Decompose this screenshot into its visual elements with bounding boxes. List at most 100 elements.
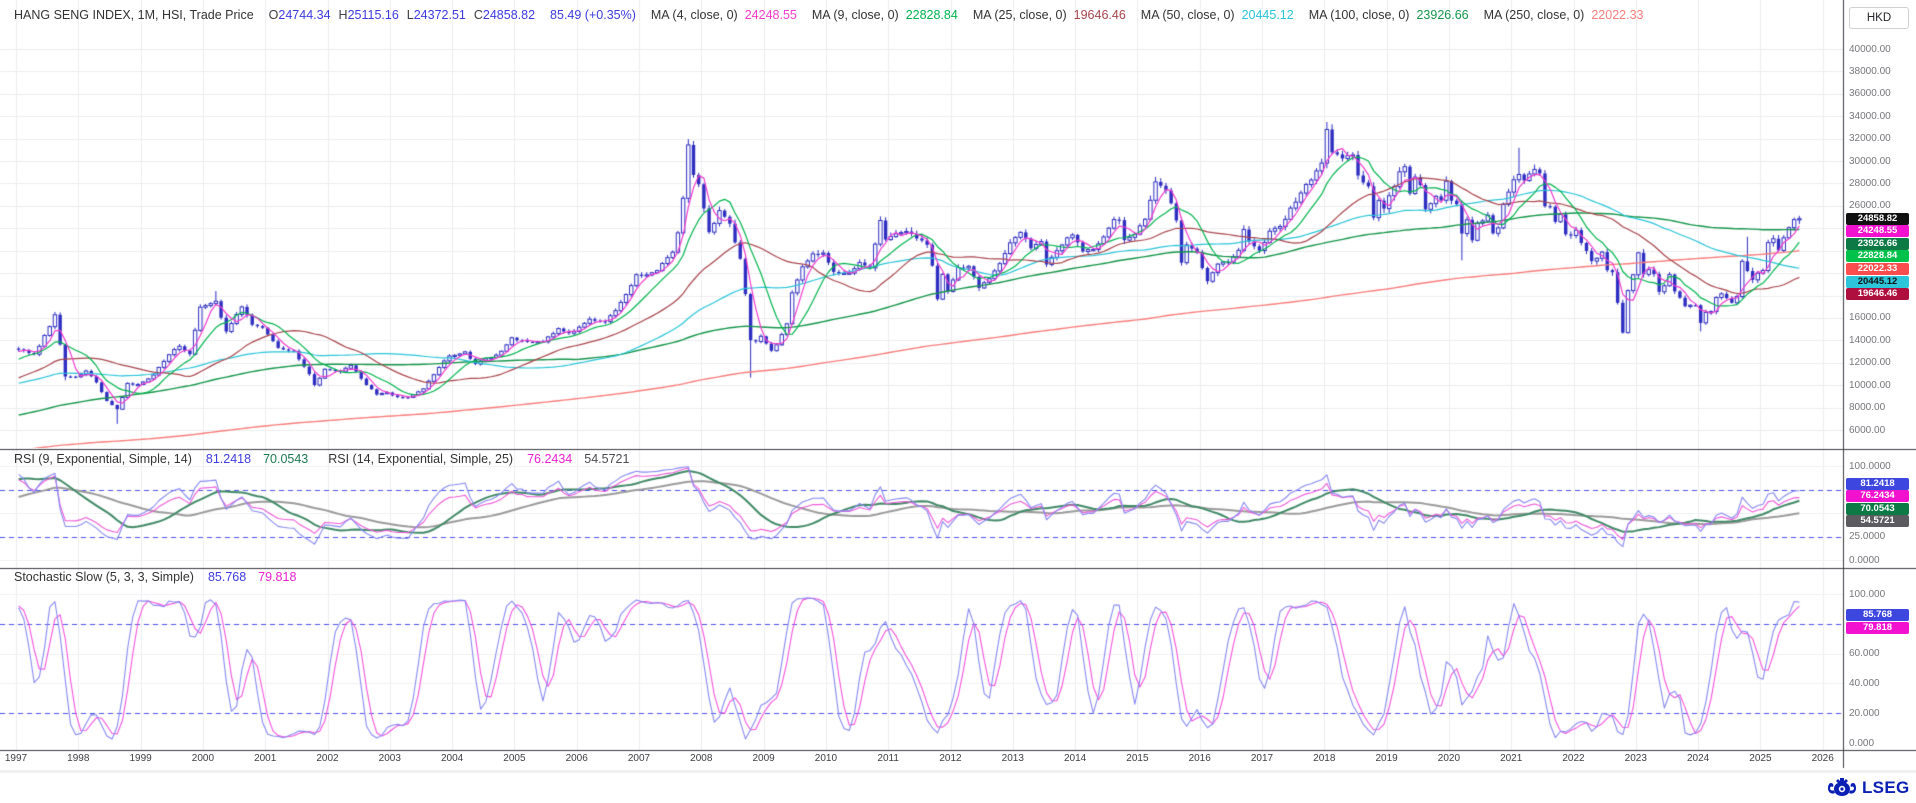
- price-tag: 22828.84: [1846, 250, 1909, 263]
- axis-tick-label: 34000.00: [1849, 110, 1891, 122]
- year-axis-label: 2000: [191, 753, 215, 764]
- ma-legend-item[interactable]: MA (100, close, 0) 23926.66: [1308, 8, 1469, 22]
- instrument-title: HANG SENG INDEX, 1M, HSI, Trade Price: [14, 8, 254, 22]
- rsi-title-2: RSI (14, Exponential, Simple, 25): [328, 452, 514, 466]
- axis-tick-label: 14000.00: [1849, 334, 1891, 346]
- indicator-value: 85.768: [207, 570, 247, 584]
- indicator-value: 76.2434: [527, 452, 573, 466]
- price-tag: 20445.12: [1846, 275, 1909, 288]
- ohlc-item: O24744.34: [268, 8, 331, 22]
- rsi-values-1: 81.2418 70.0543: [206, 452, 308, 466]
- year-axis-label: 2025: [1749, 753, 1772, 764]
- axis-tick-label: 20.000: [1849, 707, 1880, 719]
- price-tag: 76.2434: [1846, 490, 1909, 503]
- axis-tick-label: 32000.00: [1849, 133, 1891, 145]
- year-axis-label: 2001: [254, 753, 277, 764]
- currency-button[interactable]: HKD: [1849, 7, 1909, 29]
- axis-tick-label: 12000.00: [1849, 357, 1891, 369]
- year-axis-label: 2020: [1437, 753, 1461, 764]
- rsi-title-1: RSI (9, Exponential, Simple, 14): [14, 452, 192, 466]
- year-axis-label: 2006: [565, 753, 588, 764]
- rsi-values-2: 76.2434 54.5721: [527, 452, 629, 466]
- axis-tick-label: 30000.00: [1849, 155, 1891, 167]
- year-axis-label: 2013: [1001, 753, 1024, 764]
- price-tag: 85.768: [1846, 609, 1909, 622]
- year-axis-label: 1998: [67, 753, 90, 764]
- price-change: 85.49 (+0.35%): [550, 8, 636, 22]
- year-axis-label: 2009: [752, 753, 775, 764]
- year-axis-label: 2002: [316, 753, 339, 764]
- axis-tick-label: 26000.00: [1849, 200, 1891, 212]
- year-axis-label: 2019: [1375, 753, 1398, 764]
- ma-legend-item[interactable]: MA (50, close, 0) 20445.12: [1140, 8, 1294, 22]
- axis-tick-label: 10000.00: [1849, 379, 1891, 391]
- ohlc-item: L24372.51: [406, 8, 466, 22]
- ohlc-values: O24744.34 H25115.16 L24372.51 C24858.82: [269, 8, 535, 22]
- stoch-panel-header: Stochastic Slow (5, 3, 3, Simple) 85.768…: [14, 570, 296, 584]
- ohlc-item: H25115.16: [338, 8, 399, 22]
- indicator-value: 79.818: [258, 570, 297, 584]
- year-axis-label: 2023: [1624, 753, 1647, 764]
- price-tag: 79.818: [1846, 621, 1909, 634]
- stoch-values: 85.768 79.818: [208, 570, 296, 584]
- year-axis-label: 2021: [1500, 753, 1523, 764]
- axis-tick-label: 25.0000: [1849, 531, 1886, 542]
- axis-tick-label: 100.0000: [1849, 460, 1891, 472]
- price-tag: 24248.55: [1846, 225, 1909, 238]
- year-axis-label: 2026: [1811, 753, 1834, 764]
- year-axis-label: 2003: [378, 753, 401, 764]
- year-axis-label: 2005: [503, 753, 526, 764]
- price-tag: 81.2418: [1846, 477, 1909, 490]
- year-axis-label: 2012: [939, 753, 962, 764]
- year-axis-label: 2018: [1313, 753, 1336, 764]
- year-axis-label: 2008: [690, 753, 713, 764]
- ma-legend: MA (4, close, 0) 24248.55 MA (9, close, 0)…: [651, 8, 1644, 22]
- price-tag: 24858.82: [1846, 212, 1909, 225]
- ma-legend-item[interactable]: MA (250, close, 0) 22022.33: [1483, 8, 1644, 22]
- year-axis-label: 1997: [4, 753, 28, 764]
- ma-legend-item[interactable]: MA (9, close, 0) 22828.84: [811, 8, 958, 22]
- year-axis-label: 2011: [877, 753, 899, 764]
- year-axis-label: 2004: [440, 753, 464, 764]
- year-axis-label: 2010: [814, 753, 838, 764]
- year-axis-label: 2024: [1686, 753, 1710, 764]
- rsi-panel-header: RSI (9, Exponential, Simple, 14) 81.2418…: [14, 452, 629, 466]
- axis-tick-label: 0.0000: [1849, 554, 1880, 566]
- axis-tick-label: 28000.00: [1849, 177, 1891, 189]
- axis-tick-label: 6000.00: [1849, 424, 1886, 436]
- axis-tick-label: 8000.00: [1849, 402, 1886, 414]
- axis-tick-label: 38000.00: [1849, 65, 1891, 77]
- price-tag: 22022.33: [1846, 263, 1909, 276]
- year-axis-label: 1999: [129, 753, 152, 764]
- indicator-value: 54.5721: [584, 452, 630, 466]
- axis-tick-label: 100.000: [1849, 588, 1886, 600]
- axis-tick-label: 60.000: [1849, 648, 1880, 660]
- indicator-value: 70.0543: [263, 452, 309, 466]
- price-tag: 70.0543: [1846, 502, 1909, 515]
- ohlc-item: C24858.82: [473, 8, 536, 22]
- lseg-logo-text: LSEG: [1862, 778, 1910, 797]
- indicator-value: 81.2418: [205, 452, 252, 466]
- price-tag: 54.5721: [1846, 515, 1909, 528]
- lseg-logo: LSEG: [1827, 777, 1910, 799]
- price-tag: 23926.66: [1846, 237, 1909, 250]
- chart-legend: HANG SENG INDEX, 1M, HSI, Trade Price O2…: [14, 5, 1644, 25]
- axis-tick-label: 36000.00: [1849, 88, 1891, 100]
- year-axis-label: 2016: [1188, 753, 1211, 764]
- year-axis-label: 2017: [1250, 753, 1274, 764]
- year-axis-label: 2022: [1562, 753, 1585, 764]
- price-tag: 19646.46: [1846, 288, 1909, 301]
- axis-tick-label: 0.000: [1849, 737, 1875, 749]
- ma-legend-item[interactable]: MA (25, close, 0) 19646.46: [972, 8, 1126, 22]
- year-axis-label: 2014: [1063, 753, 1087, 764]
- axis-tick-label: 40.000: [1849, 677, 1880, 689]
- axis-tick-label: 40000.00: [1849, 43, 1891, 55]
- lseg-crest-icon: [1828, 778, 1856, 796]
- year-axis-label: 2007: [627, 753, 651, 764]
- ma-legend-item[interactable]: MA (4, close, 0) 24248.55: [650, 8, 797, 22]
- year-axis-label: 2015: [1126, 753, 1149, 764]
- axis-tick-label: 16000.00: [1849, 312, 1891, 324]
- stoch-title: Stochastic Slow (5, 3, 3, Simple): [14, 570, 194, 584]
